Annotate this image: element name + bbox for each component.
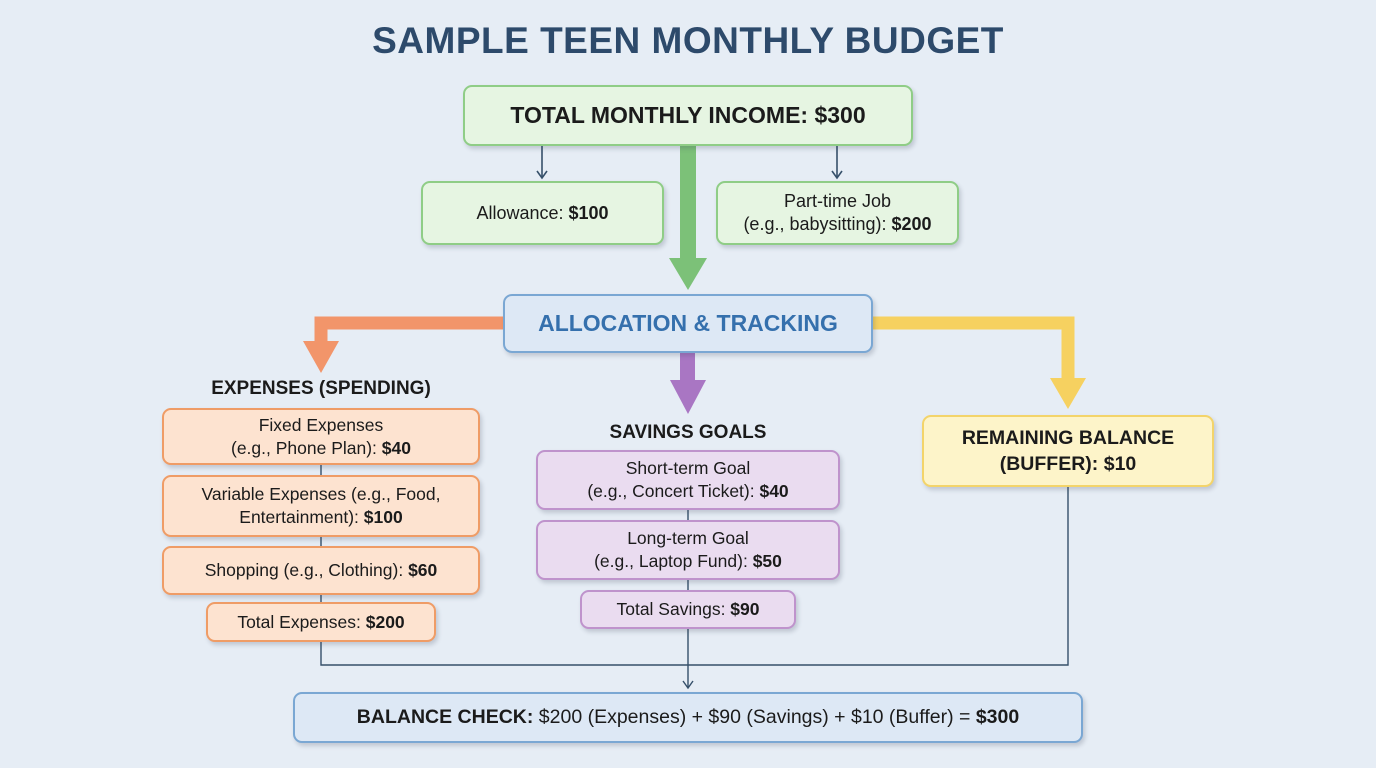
allowance-line: Allowance: $100 <box>476 202 608 225</box>
job-line: (e.g., babysitting): $200 <box>743 213 931 236</box>
total-expenses-label: Total Expenses: <box>237 611 366 632</box>
shopping-box: Shopping (e.g., Clothing): $60 <box>162 546 480 595</box>
allocation-to-expenses-arrow <box>303 316 504 373</box>
fixed-amount: $40 <box>381 437 411 458</box>
short-term-line: (e.g., Concert Ticket): $40 <box>587 480 788 503</box>
remaining-line: (BUFFER): $10 <box>1000 451 1137 477</box>
long-term-amount: $50 <box>752 551 782 571</box>
variable-title: Variable Expenses (e.g., Food, <box>201 484 441 504</box>
expenses-heading: EXPENSES (SPENDING) <box>211 378 431 399</box>
fixed-title: Fixed Expenses <box>258 414 384 435</box>
summary-connectors <box>320 465 1069 690</box>
balance-check-result: $300 <box>975 706 1020 728</box>
allocation-to-savings-arrow <box>670 352 706 414</box>
part-time-job-box: Part-time Job (e.g., babysitting): $200 <box>716 181 959 245</box>
short-term-label: (e.g., Concert Ticket): <box>587 481 760 501</box>
remaining-balance-box: REMAINING BALANCE (BUFFER): $10 <box>922 415 1214 487</box>
balance-check-equation: $200 (Expenses) + $90 (Savings) + $10 (B… <box>533 706 976 728</box>
short-term-amount: $40 <box>759 481 789 501</box>
long-term-goal-box: Long-term Goal (e.g., Laptop Fund): $50 <box>536 520 840 580</box>
income-to-job-arrow <box>831 146 843 180</box>
income-to-allocation-arrow <box>669 144 707 290</box>
long-term-title: Long-term Goal <box>627 528 749 548</box>
total-savings-amount: $90 <box>730 599 760 619</box>
job-amount: $200 <box>891 214 932 234</box>
allocation-label: ALLOCATION & TRACKING <box>538 310 838 336</box>
balance-check-label: BALANCE CHECK: <box>356 706 534 728</box>
job-title: Part-time Job <box>783 191 892 211</box>
total-income-box: TOTAL MONTHLY INCOME: $300 <box>463 85 913 146</box>
shopping-label: Shopping (e.g., Clothing): <box>204 560 409 580</box>
total-savings-label: Total Savings: <box>616 599 731 619</box>
variable-label: Entertainment): <box>239 507 364 527</box>
balance-check-box: BALANCE CHECK: $200 (Expenses) + $90 (Sa… <box>293 692 1083 743</box>
allocation-to-remaining-arrow <box>872 316 1086 409</box>
shopping-line: Shopping (e.g., Clothing): $60 <box>205 559 438 582</box>
variable-expenses-box: Variable Expenses (e.g., Food, Entertain… <box>162 475 480 537</box>
total-savings-box: Total Savings: $90 <box>580 590 796 629</box>
total-expenses-amount: $200 <box>365 611 405 632</box>
total-expenses-line: Total Expenses: $200 <box>237 611 404 634</box>
job-label: (e.g., babysitting): <box>743 214 892 234</box>
page-title: SAMPLE TEEN MONTHLY BUDGET <box>372 20 1004 61</box>
allocation-box: ALLOCATION & TRACKING <box>503 294 873 353</box>
fixed-label: (e.g., Phone Plan): <box>231 437 382 458</box>
remaining-title: REMAINING BALANCE <box>961 427 1175 449</box>
savings-heading: SAVINGS GOALS <box>609 422 767 443</box>
remaining-amount: $10 <box>1103 453 1137 475</box>
long-term-line: (e.g., Laptop Fund): $50 <box>594 550 782 573</box>
shopping-amount: $60 <box>408 560 438 580</box>
variable-line: Entertainment): $100 <box>239 506 402 529</box>
allowance-label: Allowance: <box>476 202 569 223</box>
short-term-title: Short-term Goal <box>625 458 751 478</box>
remaining-label: (BUFFER): <box>999 453 1104 475</box>
fixed-expenses-box: Fixed Expenses (e.g., Phone Plan): $40 <box>162 408 480 465</box>
long-term-label: (e.g., Laptop Fund): <box>594 551 753 571</box>
balance-check-line: BALANCE CHECK: $200 (Expenses) + $90 (Sa… <box>357 706 1019 729</box>
short-term-goal-box: Short-term Goal (e.g., Concert Ticket): … <box>536 450 840 510</box>
variable-amount: $100 <box>363 507 403 527</box>
fixed-line: (e.g., Phone Plan): $40 <box>231 437 411 460</box>
total-expenses-box: Total Expenses: $200 <box>206 602 436 642</box>
allowance-box: Allowance: $100 <box>421 181 664 245</box>
income-to-allowance-arrow <box>536 146 548 180</box>
total-savings-line: Total Savings: $90 <box>616 598 759 621</box>
total-income-label: TOTAL MONTHLY INCOME: $300 <box>510 102 866 128</box>
allowance-amount: $100 <box>568 202 609 223</box>
